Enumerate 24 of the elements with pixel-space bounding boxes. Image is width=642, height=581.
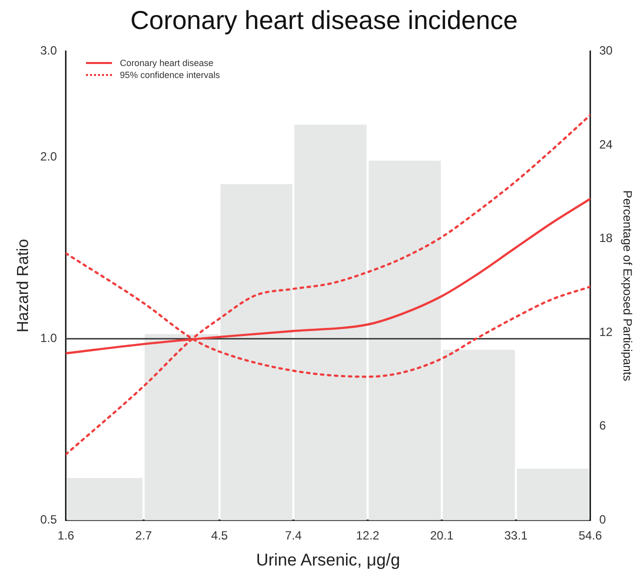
y-tick-label: 1.0 [40,331,58,346]
y-tick-label: 3.0 [40,44,58,58]
y2-tick-label: 6 [599,418,606,433]
legend-label: Coronary heart disease [120,57,214,70]
y-axis-title: Hazard Ratio [15,238,32,332]
y2-tick-label: 0 [599,512,606,527]
x-tick-label: 33.1 [504,528,528,543]
x-tick-label: 1.6 [58,528,75,543]
x-tick-label: 20.1 [430,528,454,543]
x-tick-label: 54.6 [578,528,602,543]
y2-axis-title: Percentage of Exposed Participants [620,190,634,382]
x-tick-label: 7.4 [285,528,302,543]
y-tick-label: 2.0 [40,150,58,164]
chart-title: Coronary heart disease incidence [130,4,518,35]
y2-tick-label: 30 [599,44,613,58]
y-tick-label: 0.5 [40,512,58,527]
x-tick-label: 2.7 [135,528,152,543]
y2-tick-label: 18 [599,231,613,246]
x-axis-title: Urine Arsenic, μg/g [256,550,400,570]
x-tick-label: 4.5 [211,528,228,543]
y2-tick-label: 12 [599,324,613,339]
x-tick-label: 12.2 [356,528,380,543]
y2-tick-label: 24 [599,137,613,152]
legend-label: 95% confidence intervals [120,69,220,82]
